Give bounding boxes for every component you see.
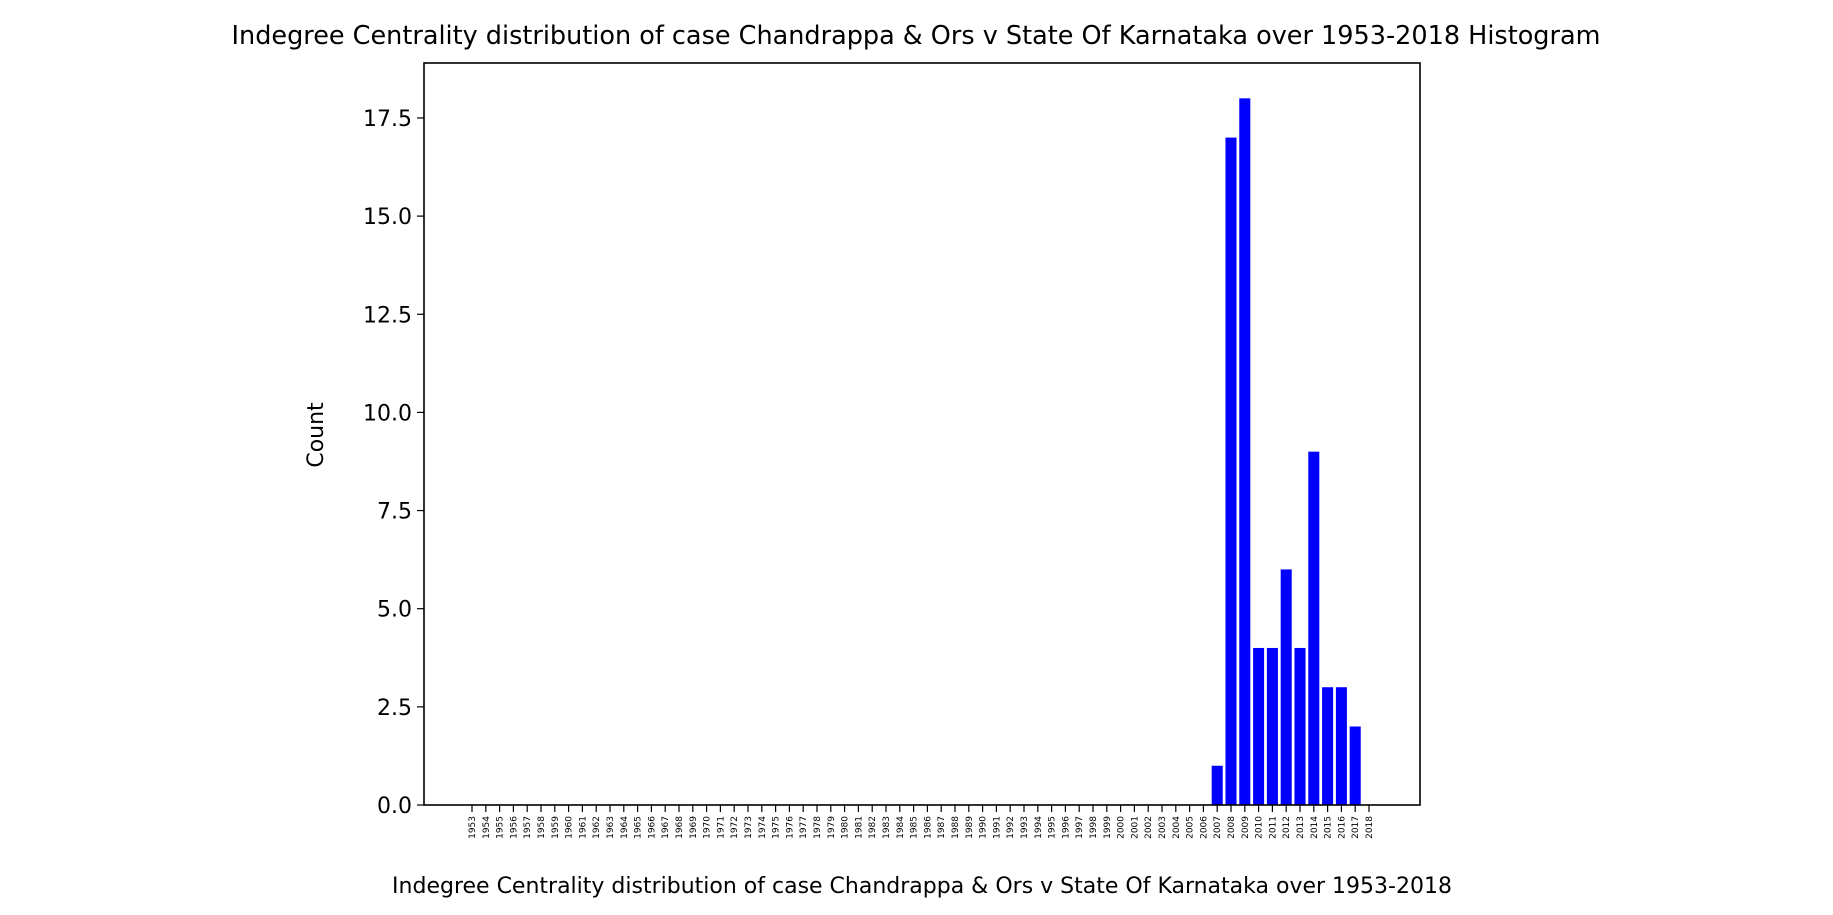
bar-2012 [1280, 569, 1292, 805]
x-tick-label: 2010 [1255, 816, 1265, 839]
x-tick-label: 1986 [923, 816, 933, 839]
x-tick-label: 2001 [1130, 816, 1140, 839]
x-tick-label: 1995 [1048, 816, 1058, 839]
y-tick-label: 12.5 [363, 303, 412, 328]
x-tick-label: 2009 [1241, 816, 1251, 839]
x-tick-label: 2000 [1117, 816, 1127, 839]
chart-title: Indegree Centrality distribution of case… [232, 21, 1601, 51]
x-tick-label: 2006 [1199, 816, 1209, 839]
x-axis-ticks: 1953 1954 1955 1956 1957 1958 1959 1960 1961 1962… [468, 805, 1375, 839]
x-tick-label: 1959 [551, 816, 561, 839]
x-tick-label: 1956 [509, 816, 519, 839]
bar-2014 [1308, 451, 1320, 805]
x-tick-label: 1968 [675, 816, 685, 839]
bar-series [1211, 98, 1361, 806]
x-tick-label: 1989 [965, 816, 975, 839]
y-tick-label: 10.0 [363, 401, 412, 426]
bar-2008 [1225, 137, 1237, 805]
y-tick-label: 17.5 [363, 107, 412, 132]
x-tick-label: 2002 [1144, 816, 1154, 839]
x-tick-label: 1975 [772, 816, 782, 839]
y-tick-label: 2.5 [377, 696, 412, 721]
x-tick-label: 1998 [1089, 816, 1099, 839]
x-tick-label: 1994 [1034, 816, 1044, 839]
x-tick-label: 1976 [785, 816, 795, 839]
x-tick-label: 2005 [1186, 816, 1196, 839]
x-tick-label: 2007 [1213, 816, 1223, 839]
y-axis-ticks: 0.0 2.5 5.0 7.5 10.0 12.5 15.0 17.5 [363, 107, 424, 819]
x-tick-label: 1964 [620, 816, 630, 839]
bar-2009 [1239, 98, 1251, 806]
x-tick-label: 1993 [1020, 816, 1030, 839]
y-tick-label: 15.0 [363, 205, 412, 230]
x-tick-label: 1967 [661, 816, 671, 839]
x-tick-label: 1972 [730, 816, 740, 839]
x-tick-label: 1971 [716, 816, 726, 839]
x-tick-label: 2014 [1310, 816, 1320, 839]
x-tick-label: 1974 [758, 816, 768, 839]
x-tick-label: 1982 [868, 816, 878, 839]
x-tick-label: 1957 [523, 816, 533, 839]
x-tick-label: 1996 [1061, 816, 1071, 839]
bar-2013 [1294, 647, 1306, 805]
x-tick-label: 1973 [744, 816, 754, 839]
x-tick-label: 1954 [482, 816, 492, 839]
x-tick-label: 1979 [827, 816, 837, 839]
x-tick-label: 2012 [1282, 816, 1292, 839]
x-tick-label: 2015 [1324, 816, 1334, 839]
x-tick-label: 2008 [1227, 816, 1237, 839]
x-tick-label: 1981 [854, 816, 864, 839]
y-tick-label: 7.5 [377, 500, 412, 525]
x-tick-label: 1990 [979, 816, 989, 839]
x-tick-label: 1965 [634, 816, 644, 839]
x-tick-label: 2004 [1172, 816, 1182, 839]
bar-2015 [1322, 687, 1334, 805]
x-tick-label: 1980 [841, 816, 851, 839]
x-tick-label: 2011 [1268, 816, 1278, 839]
x-tick-label: 1987 [937, 816, 947, 839]
x-axis-label: Indegree Centrality distribution of case… [392, 874, 1452, 899]
x-tick-label: 1953 [468, 816, 478, 839]
bar-2010 [1253, 647, 1265, 805]
x-tick-label: 1961 [578, 816, 588, 839]
y-tick-label: 0.0 [377, 794, 412, 819]
x-tick-label: 1955 [496, 816, 506, 839]
x-tick-label: 2018 [1365, 816, 1375, 839]
x-tick-label: 1988 [951, 816, 961, 839]
plot-frame [423, 62, 1421, 806]
x-tick-label: 1963 [606, 816, 616, 839]
x-tick-label: 1999 [1103, 816, 1113, 839]
x-tick-label: 1984 [896, 816, 906, 839]
x-tick-label: 2003 [1158, 816, 1168, 839]
x-tick-label: 2016 [1337, 816, 1347, 839]
x-tick-label: 1966 [647, 816, 657, 839]
bar-2016 [1335, 687, 1347, 805]
x-tick-label: 1969 [689, 816, 699, 839]
x-tick-label: 1983 [882, 816, 892, 839]
x-tick-label: 1960 [565, 816, 575, 839]
y-tick-label: 5.0 [377, 598, 412, 623]
x-tick-label: 1970 [703, 816, 713, 839]
x-tick-label: 2013 [1296, 816, 1306, 839]
x-tick-label: 1985 [910, 816, 920, 839]
x-tick-label: 1962 [592, 816, 602, 839]
x-tick-label: 1991 [992, 816, 1002, 839]
x-tick-label: 1977 [799, 816, 809, 839]
x-tick-label: 1978 [813, 816, 823, 839]
bar-2007 [1211, 765, 1223, 805]
y-axis-label: Count [304, 402, 329, 468]
x-tick-label: 1992 [1006, 816, 1016, 839]
bar-2017 [1349, 726, 1361, 805]
bar-2011 [1266, 647, 1278, 805]
x-tick-label: 1958 [537, 816, 547, 839]
x-tick-label: 2017 [1351, 816, 1361, 839]
x-tick-label: 1997 [1075, 816, 1085, 839]
